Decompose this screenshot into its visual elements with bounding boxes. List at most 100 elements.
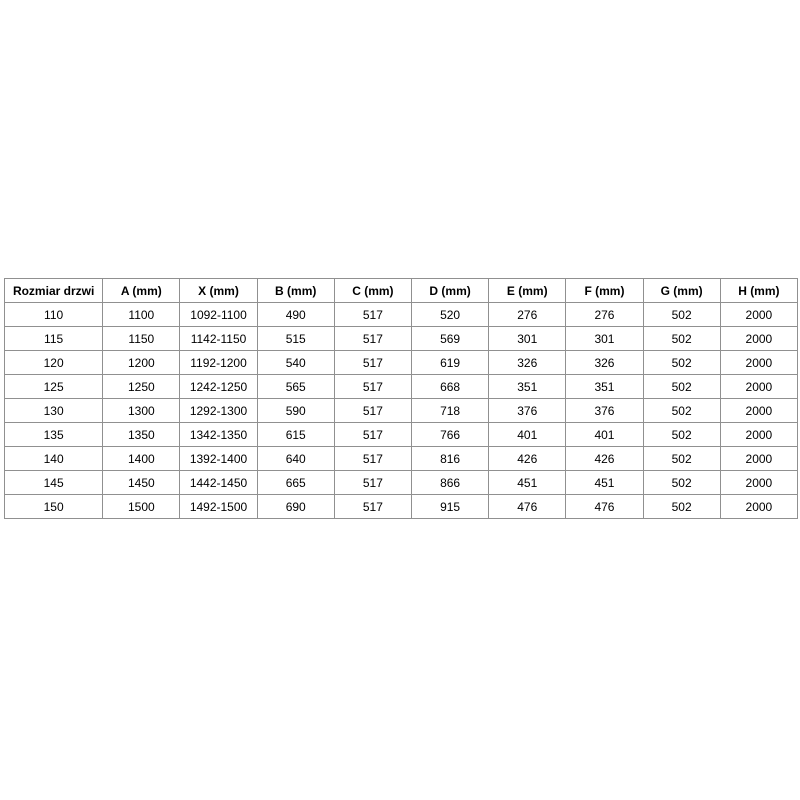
- table-cell: 517: [333, 302, 412, 327]
- table-cell: 590: [256, 398, 335, 423]
- table-cell: 326: [488, 350, 567, 375]
- table-cell: 1250: [102, 374, 181, 399]
- table-header-cell: F (mm): [565, 278, 644, 303]
- table-cell: 451: [565, 470, 644, 495]
- table-cell: 326: [565, 350, 644, 375]
- table-cell: 517: [333, 326, 412, 351]
- table-cell: 351: [488, 374, 567, 399]
- table-cell: 2000: [719, 302, 799, 327]
- table-cell: 502: [642, 374, 721, 399]
- door-sizes-table-container: Rozmiar drzwi A (mm) X (mm) B (mm) C (mm) D (…: [3, 278, 799, 519]
- table-cell: 135: [3, 422, 104, 447]
- table-cell: 866: [410, 470, 490, 495]
- table-cell: 569: [410, 326, 490, 351]
- table-cell: 140: [3, 446, 104, 471]
- table-cell: 1342-1350: [179, 422, 258, 447]
- table-cell: 1350: [102, 422, 181, 447]
- table-cell: 2000: [719, 398, 799, 423]
- table-row: 130 1300 1292-1300 590 517 718 376 376 502 2000: [3, 398, 799, 423]
- table-cell: 351: [565, 374, 644, 399]
- table-row: 135 1350 1342-1350 615 517 766 401 401 502 2000: [3, 422, 799, 447]
- table-cell: 502: [642, 326, 721, 351]
- table-cell: 517: [333, 446, 412, 471]
- table-cell: 490: [256, 302, 335, 327]
- table-header-cell: B (mm): [256, 278, 335, 303]
- table-cell: 1492-1500: [179, 494, 258, 519]
- table-row: 145 1450 1442-1450 665 517 866 451 451 502 2000: [3, 470, 799, 495]
- table-cell: 150: [3, 494, 104, 519]
- table-cell: 540: [256, 350, 335, 375]
- table-cell: 1392-1400: [179, 446, 258, 471]
- table-cell: 1442-1450: [179, 470, 258, 495]
- table-cell: 615: [256, 422, 335, 447]
- table-cell: 2000: [719, 326, 799, 351]
- table-cell: 515: [256, 326, 335, 351]
- table-cell: 401: [565, 422, 644, 447]
- table-cell: 301: [565, 326, 644, 351]
- door-sizes-table: Rozmiar drzwi A (mm) X (mm) B (mm) C (mm) D (…: [3, 278, 799, 519]
- table-cell: 1500: [102, 494, 181, 519]
- table-row: 115 1150 1142-1150 515 517 569 301 301 502 2000: [3, 326, 799, 351]
- table-cell: 2000: [719, 374, 799, 399]
- table-cell: 502: [642, 494, 721, 519]
- table-cell: 816: [410, 446, 490, 471]
- table-cell: 1192-1200: [179, 350, 258, 375]
- table-cell: 476: [488, 494, 567, 519]
- table-cell: 276: [488, 302, 567, 327]
- table-cell: 476: [565, 494, 644, 519]
- table-cell: 502: [642, 446, 721, 471]
- table-cell: 517: [333, 398, 412, 423]
- table-cell: 502: [642, 302, 721, 327]
- table-cell: 376: [565, 398, 644, 423]
- table-header-cell: X (mm): [179, 278, 258, 303]
- table-cell: 1242-1250: [179, 374, 258, 399]
- table-cell: 640: [256, 446, 335, 471]
- table-cell: 125: [3, 374, 104, 399]
- table-cell: 110: [3, 302, 104, 327]
- table-cell: 2000: [719, 446, 799, 471]
- table-cell: 517: [333, 374, 412, 399]
- table-cell: 502: [642, 470, 721, 495]
- table-cell: 517: [333, 422, 412, 447]
- table-cell: 517: [333, 470, 412, 495]
- table-cell: 2000: [719, 494, 799, 519]
- table-cell: 502: [642, 350, 721, 375]
- table-cell: 502: [642, 398, 721, 423]
- table-cell: 1142-1150: [179, 326, 258, 351]
- table-cell: 276: [565, 302, 644, 327]
- table-cell: 520: [410, 302, 490, 327]
- table-header-cell: D (mm): [410, 278, 490, 303]
- table-row: 110 1100 1092-1100 490 517 520 276 276 502 2000: [3, 302, 799, 327]
- table-cell: 668: [410, 374, 490, 399]
- table-cell: 718: [410, 398, 490, 423]
- table-cell: 1300: [102, 398, 181, 423]
- table-cell: 115: [3, 326, 104, 351]
- table-row: 125 1250 1242-1250 565 517 668 351 351 502 2000: [3, 374, 799, 399]
- table-header-row: Rozmiar drzwi A (mm) X (mm) B (mm) C (mm) D (…: [3, 278, 799, 303]
- table-cell: 915: [410, 494, 490, 519]
- table-header-cell: Rozmiar drzwi: [3, 278, 104, 303]
- table-cell: 517: [333, 494, 412, 519]
- table-cell: 517: [333, 350, 412, 375]
- table-body: 110 1100 1092-1100 490 517 520 276 276 502 2000 11…: [3, 302, 799, 519]
- table-cell: 2000: [719, 470, 799, 495]
- table-cell: 1200: [102, 350, 181, 375]
- table-cell: 426: [488, 446, 567, 471]
- table-cell: 451: [488, 470, 567, 495]
- table-cell: 690: [256, 494, 335, 519]
- table-cell: 145: [3, 470, 104, 495]
- table-cell: 2000: [719, 422, 799, 447]
- table-cell: 766: [410, 422, 490, 447]
- table-cell: 2000: [719, 350, 799, 375]
- table-cell: 1150: [102, 326, 181, 351]
- table-cell: 619: [410, 350, 490, 375]
- table-header-cell: A (mm): [102, 278, 181, 303]
- table-head: Rozmiar drzwi A (mm) X (mm) B (mm) C (mm) D (…: [3, 278, 799, 303]
- table-cell: 120: [3, 350, 104, 375]
- table-header-cell: E (mm): [488, 278, 567, 303]
- table-row: 120 1200 1192-1200 540 517 619 326 326 502 2000: [3, 350, 799, 375]
- table-cell: 1092-1100: [179, 302, 258, 327]
- table-cell: 301: [488, 326, 567, 351]
- table-cell: 1100: [102, 302, 181, 327]
- table-header-cell: H (mm): [719, 278, 799, 303]
